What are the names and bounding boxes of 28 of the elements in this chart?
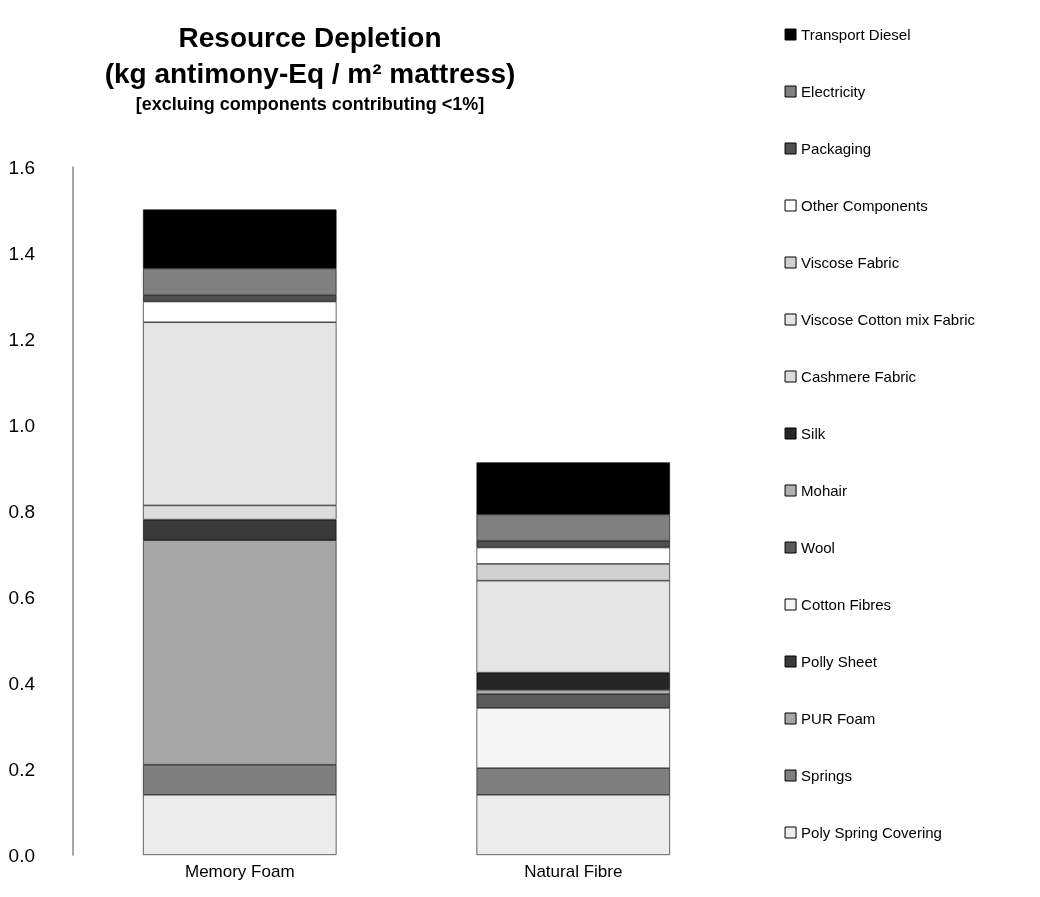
legend-label: Viscose Cotton mix Fabric bbox=[801, 311, 976, 328]
legend-label: PUR Foam bbox=[801, 710, 876, 727]
legend-label: Packaging bbox=[801, 140, 872, 157]
y-tick-label: 0.6 bbox=[8, 586, 35, 608]
x-tick-label: Memory Foam bbox=[184, 862, 295, 881]
legend-label: Other Components bbox=[801, 197, 928, 214]
x-tick-label: Natural Fibre bbox=[524, 862, 623, 881]
y-tick-label: 0.2 bbox=[8, 758, 35, 780]
y-tick-label: 0.0 bbox=[8, 844, 35, 866]
chart-title: Resource Depletion (kg antimony-Eq / m² mattress) bbox=[104, 21, 516, 89]
y-tick-label: 1.6 bbox=[8, 156, 35, 178]
legend-label: Wool bbox=[801, 539, 835, 556]
legend-label: Polly Sheet bbox=[801, 653, 878, 670]
legend-label: Transport Diesel bbox=[801, 26, 911, 43]
chart-subtitle: [excluing components contributing <1%] bbox=[135, 94, 485, 114]
y-tick-label: 0.8 bbox=[8, 500, 35, 522]
legend-label: Cashmere Fabric bbox=[801, 368, 917, 385]
legend-label: Mohair bbox=[801, 482, 847, 499]
legend-label: Silk bbox=[801, 425, 826, 442]
y-tick-label: 0.4 bbox=[8, 672, 36, 694]
y-tick-label: 1.4 bbox=[8, 242, 36, 264]
legend-label: Electricity bbox=[801, 83, 866, 100]
y-tick-label: 1.2 bbox=[8, 328, 35, 350]
legend-label: Springs bbox=[801, 767, 852, 784]
legend-label: Cotton Fibres bbox=[801, 596, 892, 613]
legend-label: Viscose Fabric bbox=[801, 254, 900, 271]
legend-label: Poly Spring Covering bbox=[801, 824, 942, 841]
y-tick-label: 1.0 bbox=[8, 414, 35, 436]
